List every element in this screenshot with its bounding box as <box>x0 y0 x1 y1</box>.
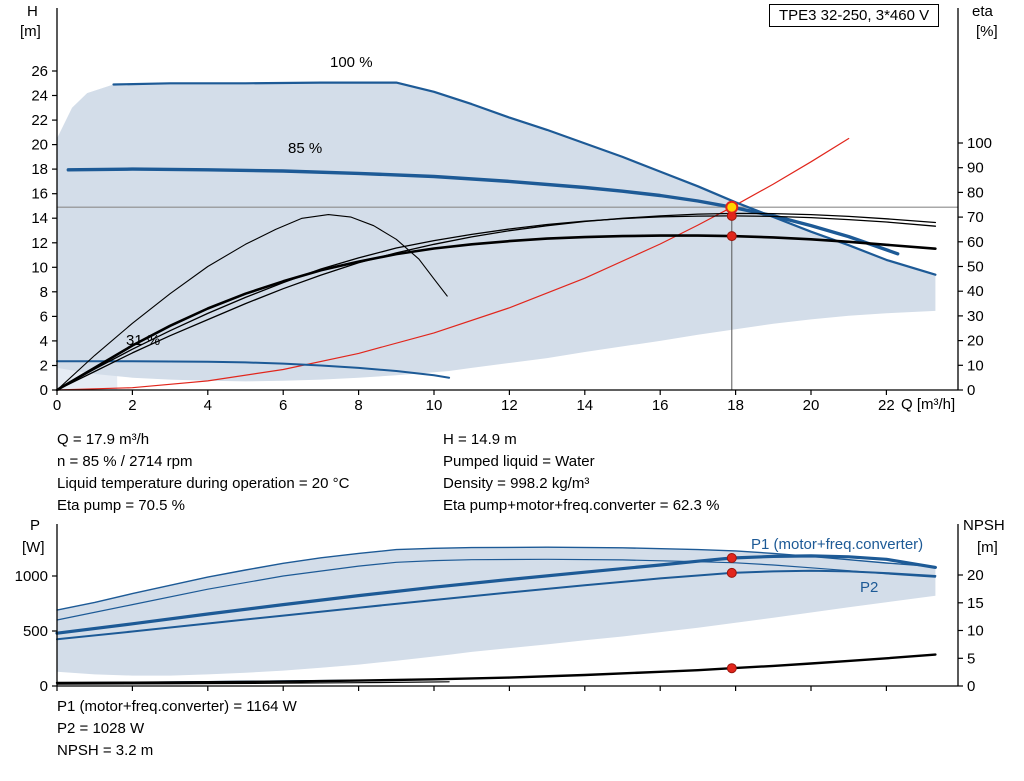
pump-model-badge: TPE3 32-250, 3*460 V <box>769 4 940 27</box>
p1-curve <box>55 554 938 635</box>
tick-label: 2 <box>128 397 136 414</box>
head-chart[interactable]: 0 2 4 6 8 10 12 14 16 18 20 22024681012141618202224… <box>0 0 1024 420</box>
readout-npsh: NPSH = 3.2 m <box>57 742 154 759</box>
tick-label: 16 <box>31 186 48 203</box>
readout-p2: P2 = 1028 W <box>57 720 145 737</box>
speed-100-label: 100 % <box>330 54 373 71</box>
readout-speed: n = 85 % / 2714 rpm <box>57 453 193 470</box>
p2-curve-label: P2 <box>860 579 879 596</box>
tick-label: 18 <box>31 161 48 178</box>
tick-label: 12 <box>501 397 518 414</box>
eta-pump-curve-a <box>56 215 937 391</box>
flow-axis-title: Q [m³/h] <box>901 396 956 413</box>
readout-liquid: Pumped liquid = Water <box>443 453 595 470</box>
tick-label: 18 <box>727 397 744 414</box>
power-envelope <box>57 547 936 676</box>
eta-axis-title: eta <box>972 3 993 20</box>
system-curve <box>56 137 850 391</box>
eta-axis-unit: [%] <box>976 23 998 40</box>
tick-label: 0 <box>967 678 975 693</box>
npsh-min-curve <box>56 681 450 685</box>
tick-label: 2 <box>40 358 48 375</box>
operating-envelope <box>57 82 936 382</box>
pump-model-label: TPE3 32-250, 3*460 V <box>779 7 930 24</box>
tick-label: 40 <box>967 283 984 300</box>
readout-density: Density = 998.2 kg/m³ <box>443 475 590 492</box>
tick-label: 10 <box>31 259 48 276</box>
duty-readout-left: Q = 17.9 m³/h n = 85 % / 2714 rpm Liquid… <box>57 429 349 517</box>
tick-label: 10 <box>967 623 984 640</box>
tick-label: 6 <box>279 397 287 414</box>
duty-speed-curve-85 <box>66 167 900 256</box>
npsh-axis-unit: [m] <box>977 539 998 556</box>
speed-31-label: 31 % <box>126 332 161 349</box>
tick-label: 12 <box>31 235 48 252</box>
tick-label: 0 <box>53 397 61 414</box>
tick-label: 14 <box>576 397 593 414</box>
duty-point[interactable] <box>725 200 739 214</box>
tick-label: 14 <box>31 210 48 227</box>
tick-label: 4 <box>204 397 212 414</box>
tick-label: 24 <box>31 88 48 105</box>
eta-total-curve <box>55 234 937 392</box>
tick-label: 8 <box>354 397 362 414</box>
tick-label: 30 <box>967 308 984 325</box>
tick-label: 20 <box>803 397 820 414</box>
tick-label: 500 <box>23 623 48 640</box>
tick-label: 50 <box>967 259 984 276</box>
tick-label: 15 <box>967 595 984 612</box>
p1-point[interactable] <box>726 553 737 563</box>
tick-label: 0 <box>967 382 975 399</box>
readout-eta-total: Eta pump+motor+freq.converter = 62.3 % <box>443 497 720 514</box>
max-speed-curve <box>112 81 937 276</box>
duty-readout-right: H = 14.9 m Pumped liquid = Water Density… <box>443 429 719 517</box>
power-chart[interactable]: 0 500 1000 0 5 10 15 20 <box>0 518 1024 693</box>
tick-label: 20 <box>967 333 984 350</box>
readout-head: H = 14.9 m <box>443 431 517 448</box>
tick-label: 5 <box>967 650 975 667</box>
tick-label: 16 <box>652 397 669 414</box>
power-readout: P1 (motor+freq.converter) = 1164 W P2 = … <box>57 696 297 762</box>
tick-label: 0 <box>40 678 48 693</box>
min-speed-curve-31 <box>56 360 451 379</box>
eta-total-point[interactable] <box>726 231 737 242</box>
tick-label: 20 <box>967 567 984 584</box>
npsh-curve <box>55 653 937 685</box>
tick-label: 6 <box>40 308 48 325</box>
max-speed-p2-curve <box>56 558 937 621</box>
eta-pump-curve-b <box>56 212 937 391</box>
tick-label: 70 <box>967 209 984 226</box>
tick-label: 80 <box>967 184 984 201</box>
tick-label: 10 <box>967 357 984 374</box>
tick-label: 60 <box>967 234 984 251</box>
power-axis-unit: [W] <box>22 539 45 556</box>
readout-temperature: Liquid temperature during operation = 20… <box>57 475 350 492</box>
tick-label: 20 <box>31 137 48 154</box>
speed-85-label: 85 % <box>288 140 323 157</box>
tick-label: 90 <box>967 160 984 177</box>
tick-label: 8 <box>40 284 48 301</box>
tick-label: 22 <box>878 397 895 414</box>
readout-p1: P1 (motor+freq.converter) = 1164 W <box>57 698 297 715</box>
power-axis-title: P <box>30 517 41 534</box>
head-axis-unit: [m] <box>20 23 41 40</box>
tick-label: 1000 <box>15 568 48 585</box>
tick-label: 100 <box>967 135 992 152</box>
readout-eta-pump: Eta pump = 70.5 % <box>57 497 185 514</box>
p2-curve <box>56 569 937 641</box>
tick-label: 4 <box>40 333 48 350</box>
head-axis-title: H <box>27 3 38 20</box>
tick-label: 0 <box>40 382 48 399</box>
tick-label: 22 <box>31 112 48 129</box>
npsh-axis-title: NPSH <box>963 517 1005 534</box>
p2-point[interactable] <box>726 567 737 578</box>
npsh-point[interactable] <box>726 663 737 674</box>
tick-label: 10 <box>426 397 443 414</box>
tick-label: 26 <box>31 63 48 80</box>
p1-curve-label: P1 (motor+freq.converter) <box>751 536 924 553</box>
readout-flow: Q = 17.9 m³/h <box>57 431 150 448</box>
